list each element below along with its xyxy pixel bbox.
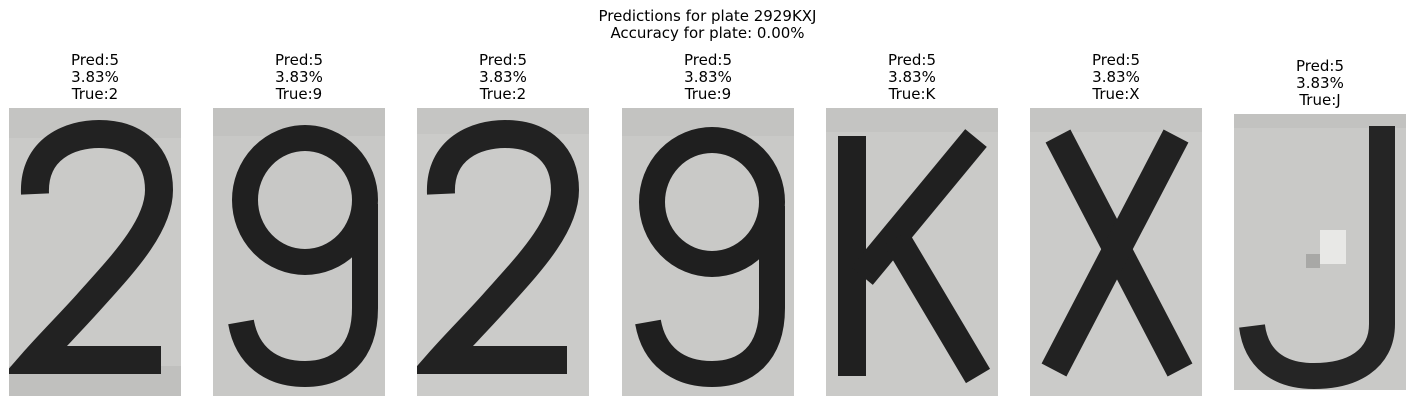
true-label: True:J <box>1299 91 1341 109</box>
character-panel-3: Pred:5 3.83% True:2 <box>417 0 589 406</box>
character-image <box>1030 108 1202 396</box>
prediction-label: Pred:5 <box>275 51 323 69</box>
true-label: True:2 <box>71 85 119 103</box>
prediction-label: Pred:5 <box>684 51 732 69</box>
panel-title: Pred:5 3.83% True:J <box>1234 58 1406 109</box>
prediction-label: Pred:5 <box>71 51 119 69</box>
character-image <box>417 108 589 396</box>
figure-title: Predictions for plate 2929KXJ Accuracy f… <box>0 8 1415 42</box>
panel-title: Pred:5 3.83% True:2 <box>9 52 181 103</box>
true-label: True:9 <box>275 85 323 103</box>
panel-title: Pred:5 3.83% True:X <box>1030 52 1202 103</box>
character-panel-5: Pred:5 3.83% True:K <box>826 0 998 406</box>
true-label: True:K <box>888 85 936 103</box>
prediction-label: Pred:5 <box>479 51 527 69</box>
prediction-label: Pred:5 <box>1296 57 1344 75</box>
confidence-label: 3.83% <box>275 68 323 86</box>
character-image <box>9 108 181 396</box>
confidence-label: 3.83% <box>888 68 936 86</box>
true-label: True:9 <box>684 85 732 103</box>
panel-title: Pred:5 3.83% True:2 <box>417 52 589 103</box>
character-image <box>213 108 385 396</box>
prediction-label: Pred:5 <box>888 51 936 69</box>
confidence-label: 3.83% <box>479 68 527 86</box>
character-panel-7: Pred:5 3.83% True:J <box>1234 0 1406 406</box>
true-label: True:X <box>1092 85 1140 103</box>
prediction-label: Pred:5 <box>1092 51 1140 69</box>
confidence-label: 3.83% <box>1092 68 1140 86</box>
confidence-label: 3.83% <box>1296 74 1344 92</box>
character-image <box>826 108 998 396</box>
character-image <box>1234 114 1406 390</box>
character-panel-1: Pred:5 3.83% True:2 <box>9 0 181 406</box>
confidence-label: 3.83% <box>71 68 119 86</box>
figure-title-accuracy: Accuracy for plate: 0.00% <box>610 24 805 42</box>
character-image <box>622 108 794 396</box>
true-label: True:2 <box>479 85 527 103</box>
character-panel-2: Pred:5 3.83% True:9 <box>213 0 385 406</box>
character-panel-6: Pred:5 3.83% True:X <box>1030 0 1202 406</box>
character-panel-4: Pred:5 3.83% True:9 <box>622 0 794 406</box>
figure-title-plate: Predictions for plate 2929KXJ <box>598 7 817 25</box>
confidence-label: 3.83% <box>684 68 732 86</box>
panel-title: Pred:5 3.83% True:9 <box>213 52 385 103</box>
panel-title: Pred:5 3.83% True:9 <box>622 52 794 103</box>
panel-title: Pred:5 3.83% True:K <box>826 52 998 103</box>
